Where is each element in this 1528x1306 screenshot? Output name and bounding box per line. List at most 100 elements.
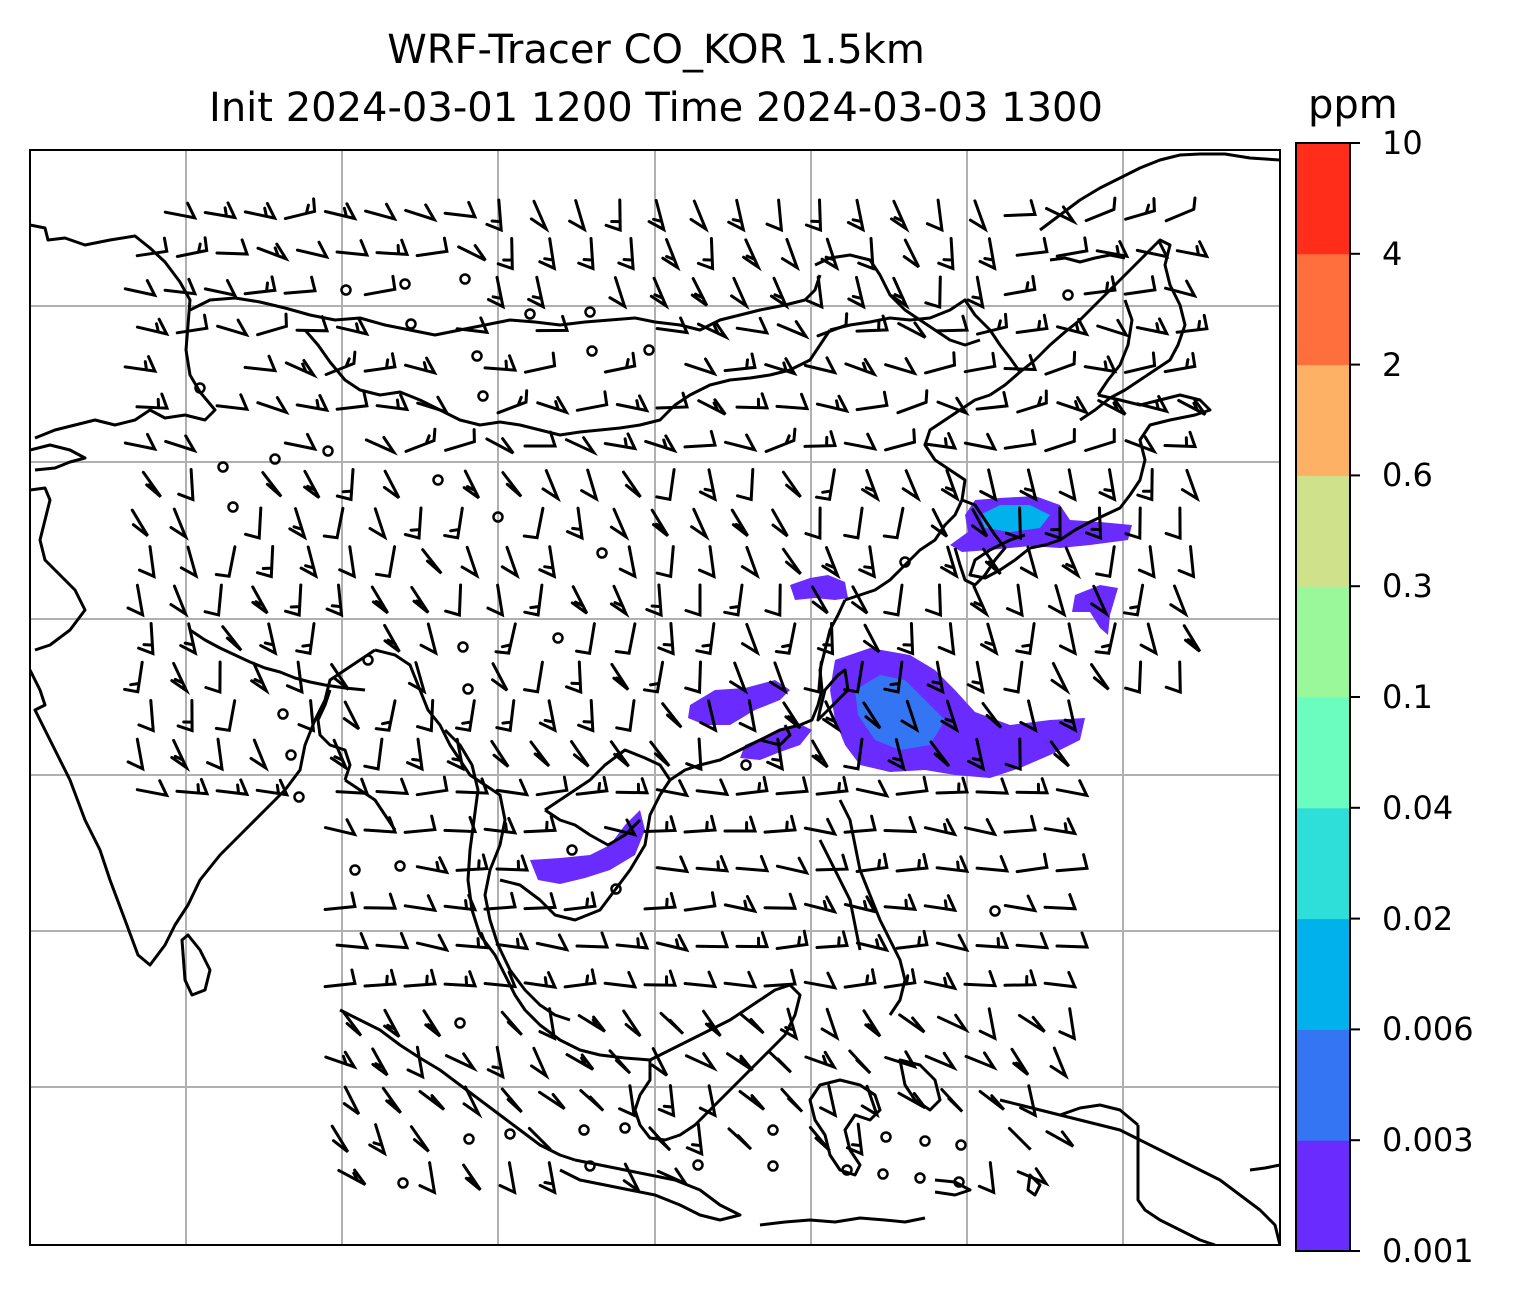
wind-barb	[251, 585, 269, 615]
wind-barb	[295, 315, 330, 333]
wind-barb	[851, 585, 869, 615]
wind-barb	[221, 625, 243, 652]
wind-barb	[483, 891, 517, 911]
calm-wind-circle	[217, 461, 229, 473]
wind-barb	[541, 469, 561, 503]
wind-barb	[735, 931, 770, 949]
wind-barb	[608, 276, 628, 310]
wind-barb	[1097, 398, 1127, 416]
calm-wind-circle	[405, 318, 417, 330]
wind-barb	[215, 778, 250, 797]
colorbar-band	[1296, 475, 1350, 587]
wind-barb	[1137, 545, 1156, 579]
wind-barb	[649, 740, 671, 768]
wind-barb	[883, 583, 904, 617]
wind-barb	[1095, 545, 1116, 579]
wind-barb	[742, 238, 762, 272]
wind-barb	[736, 468, 755, 502]
wind-barb	[695, 622, 716, 656]
wind-barb	[735, 854, 770, 873]
wind-barb	[566, 506, 584, 541]
wind-barb	[523, 971, 558, 989]
wind-barb	[250, 661, 270, 695]
wind-barb	[895, 853, 929, 873]
wind-barb	[699, 699, 718, 733]
calm-wind-circle	[457, 641, 469, 653]
wind-barb	[486, 583, 505, 618]
wind-barb	[855, 852, 889, 873]
wind-barb	[775, 856, 810, 875]
wind-barb	[1007, 1126, 1032, 1151]
wind-barb	[843, 432, 878, 451]
wind-barb	[403, 894, 438, 913]
wind-barb	[203, 201, 238, 220]
calm-wind-circle	[340, 284, 352, 296]
wind-barb	[1177, 398, 1207, 416]
wind-barb	[815, 394, 850, 414]
wind-barb	[855, 390, 889, 412]
wind-barb	[843, 895, 878, 914]
wind-barb	[570, 740, 590, 768]
wind-barb	[683, 970, 718, 989]
wind-barb	[940, 1088, 964, 1113]
wind-barb	[603, 818, 638, 837]
wind-barb	[617, 237, 635, 271]
wind-barb	[415, 933, 450, 953]
wind-barb	[457, 244, 487, 262]
wind-barb	[325, 583, 344, 618]
wind-barb	[495, 778, 530, 797]
wind-barb	[375, 238, 410, 257]
wind-barb	[256, 242, 290, 262]
wind-barb	[1164, 660, 1182, 695]
wind-barb	[418, 1090, 446, 1111]
wind-barb	[735, 775, 769, 796]
wind-barb	[763, 968, 797, 988]
wind-barb	[1163, 351, 1197, 374]
calm-wind-circle	[194, 382, 206, 394]
wind-barb	[803, 971, 838, 990]
wind-barb	[900, 699, 920, 734]
wind-barb	[374, 699, 397, 732]
wind-barb	[981, 702, 1003, 729]
wind-barb	[176, 699, 194, 733]
wind-barb	[501, 471, 523, 498]
wind-barb	[1096, 318, 1130, 338]
colorbar-band	[1296, 1140, 1350, 1252]
wind-barb	[937, 622, 956, 656]
wind-barb	[975, 777, 1010, 795]
wind-barb	[622, 1162, 641, 1193]
wind-barb	[538, 1161, 557, 1195]
wind-barb	[1004, 737, 1022, 772]
wind-barb	[698, 468, 718, 502]
wind-barb	[803, 817, 838, 836]
wind-barb	[1006, 583, 1024, 618]
wind-barb	[406, 1045, 425, 1080]
wind-barb	[535, 314, 570, 333]
wind-barb	[1136, 468, 1154, 502]
wind-barb	[324, 1050, 358, 1070]
wind-barb	[422, 1009, 442, 1038]
wind-barb	[409, 1125, 430, 1153]
colorbar-band	[1296, 586, 1350, 698]
wind-barb	[404, 203, 438, 223]
wind-barb	[702, 1009, 722, 1037]
wind-barb	[811, 739, 829, 769]
wind-barb	[723, 970, 758, 989]
wind-barb	[1180, 468, 1200, 503]
wind-barb	[683, 814, 717, 834]
wind-barb	[643, 891, 677, 911]
wind-barb	[538, 1090, 566, 1110]
wind-barb	[690, 507, 710, 541]
wind-barb	[1015, 236, 1049, 257]
wind-barb	[538, 545, 557, 579]
wind-barb	[940, 468, 960, 503]
plume-vietnam-coast	[530, 810, 645, 884]
wind-barb	[179, 622, 198, 656]
wind-barb	[975, 855, 1010, 873]
wind-barb	[804, 895, 838, 914]
wind-barb	[564, 436, 598, 456]
calm-wind-circle	[504, 1128, 516, 1140]
wind-barb	[1043, 817, 1078, 836]
calm-wind-circle	[454, 1017, 466, 1029]
wind-barb	[138, 545, 156, 579]
